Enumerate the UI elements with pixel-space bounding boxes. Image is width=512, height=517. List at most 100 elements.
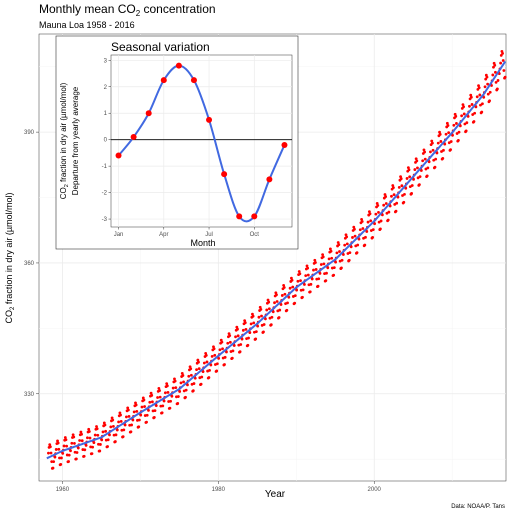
monthly-point	[364, 235, 367, 239]
main-x-tick-label: 2000	[368, 487, 382, 493]
monthly-point	[241, 328, 245, 332]
inset-y-tick-label: 0	[104, 138, 108, 144]
monthly-point	[317, 277, 321, 281]
monthly-point	[223, 363, 226, 366]
monthly-point	[87, 427, 91, 431]
monthly-point	[494, 80, 498, 84]
monthly-point	[340, 266, 343, 270]
monthly-point	[282, 286, 286, 289]
monthly-point	[195, 368, 198, 372]
monthly-point	[130, 423, 133, 427]
monthly-point	[325, 271, 328, 275]
monthly-point	[280, 294, 284, 297]
monthly-point	[379, 227, 382, 231]
monthly-point	[396, 195, 400, 199]
monthly-point	[313, 258, 317, 262]
monthly-point	[213, 353, 217, 357]
monthly-point	[178, 390, 182, 393]
monthly-point	[92, 441, 96, 445]
inset-title: Seasonal variation	[111, 40, 210, 54]
monthly-point	[74, 457, 78, 461]
monthly-point	[492, 65, 495, 69]
monthly-point	[436, 141, 440, 145]
monthly-point	[316, 284, 320, 288]
monthly-point	[410, 192, 414, 195]
inset-point	[160, 77, 167, 84]
monthly-point	[449, 148, 452, 152]
monthly-point	[148, 400, 152, 404]
monthly-point	[295, 288, 299, 292]
monthly-point	[466, 114, 470, 118]
monthly-point	[444, 132, 448, 136]
monthly-point	[234, 335, 237, 339]
monthly-point	[465, 121, 469, 125]
main-y-tick-label: 330	[24, 392, 35, 398]
monthly-point	[390, 194, 393, 198]
trend-line	[46, 60, 507, 460]
monthly-point	[204, 354, 208, 357]
monthly-point	[353, 227, 356, 231]
monthly-point	[160, 411, 164, 415]
monthly-point	[404, 186, 408, 190]
monthly-point	[368, 212, 372, 216]
monthly-point	[291, 285, 295, 289]
monthly-point	[376, 204, 380, 207]
monthly-point	[319, 263, 323, 266]
monthly-point	[351, 236, 354, 239]
monthly-point	[337, 243, 341, 247]
monthly-point	[73, 442, 76, 445]
inset-y-axis-label-1: CO2 fraction in dry air (µmol/mol)	[59, 82, 70, 199]
monthly-point	[265, 308, 269, 312]
monthly-point	[153, 409, 157, 412]
monthly-point	[301, 288, 305, 292]
monthly-point	[407, 168, 411, 172]
monthly-point	[426, 166, 430, 170]
monthly-point	[238, 350, 242, 354]
monthly-point	[312, 268, 315, 272]
monthly-point	[438, 130, 441, 134]
monthly-point	[421, 159, 425, 163]
monthly-point	[345, 242, 349, 246]
monthly-point	[225, 350, 228, 354]
monthly-point	[413, 168, 417, 171]
monthly-point	[318, 271, 322, 275]
monthly-point	[71, 433, 75, 437]
monthly-point	[410, 184, 414, 187]
monthly-point	[67, 460, 70, 463]
monthly-point	[150, 400, 154, 404]
monthly-point	[453, 112, 457, 116]
monthly-point	[438, 132, 442, 136]
monthly-point	[464, 129, 468, 133]
monthly-point	[189, 373, 193, 377]
inset-x-axis-label: Month	[190, 238, 215, 248]
monthly-point	[182, 380, 185, 384]
monthly-point	[115, 428, 119, 432]
monthly-point	[403, 192, 406, 196]
monthly-point	[117, 420, 120, 424]
monthly-point	[207, 376, 211, 379]
monthly-point	[433, 165, 437, 169]
monthly-point	[429, 150, 432, 154]
monthly-point	[215, 362, 219, 366]
monthly-point	[158, 389, 161, 392]
monthly-point	[296, 279, 300, 283]
monthly-point	[187, 374, 191, 378]
monthly-point	[123, 423, 127, 427]
monthly-point	[52, 460, 56, 464]
monthly-point	[405, 177, 409, 180]
monthly-point	[184, 395, 187, 399]
monthly-point	[293, 294, 297, 298]
monthly-point	[56, 439, 59, 443]
monthly-point	[189, 367, 193, 371]
monthly-point	[283, 292, 287, 296]
main-y-ticks: 330 360 390	[24, 130, 39, 398]
monthly-point	[469, 93, 473, 97]
monthly-point	[416, 166, 419, 170]
monthly-point	[462, 105, 465, 109]
monthly-point	[72, 435, 76, 439]
inset-seasonal-chart: Seasonal variation Jan Apr Jul Oct -3 -2 -1 0 1…	[55, 35, 299, 250]
monthly-point	[286, 301, 289, 305]
monthly-point	[50, 460, 54, 464]
monthly-point	[104, 429, 108, 433]
monthly-point	[65, 444, 69, 448]
